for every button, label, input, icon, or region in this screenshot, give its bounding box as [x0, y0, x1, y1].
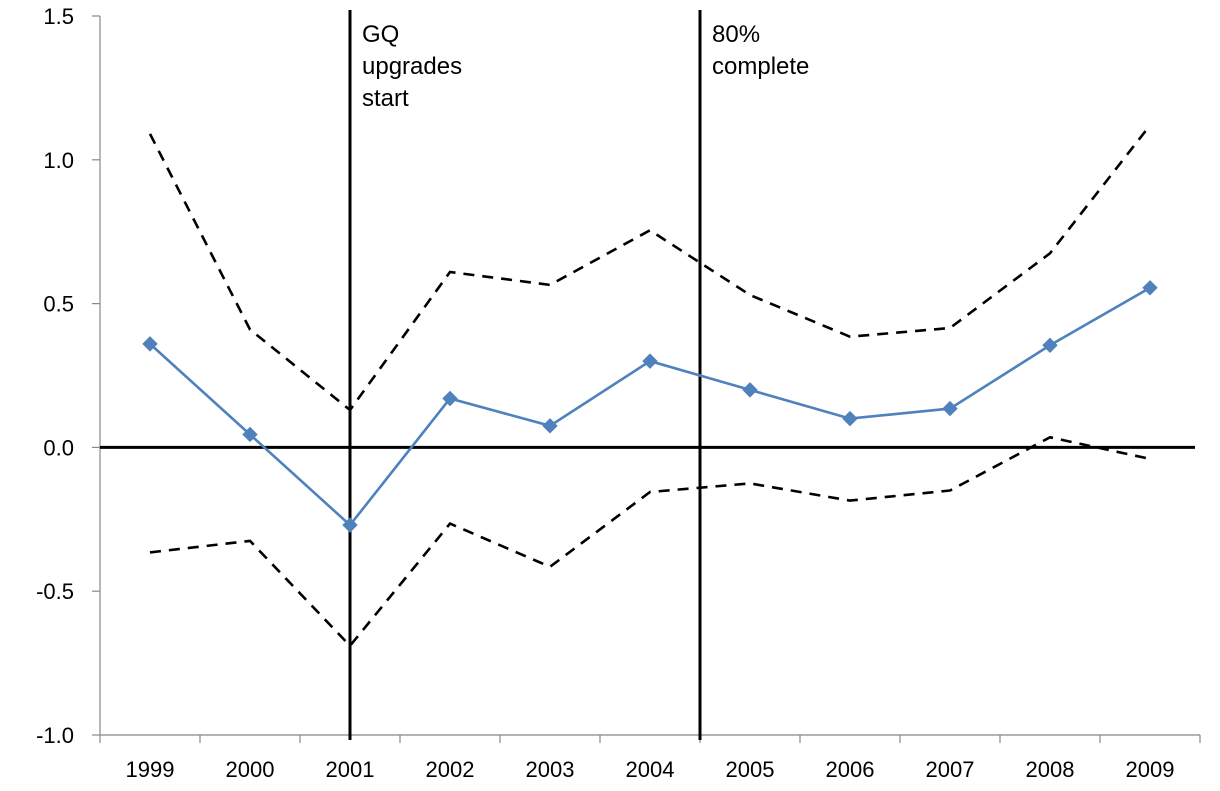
series-line-estimate [149, 286, 1151, 527]
data-point-marker [542, 418, 558, 434]
y-tick-label: -1.0 [36, 723, 74, 748]
data-point-marker [242, 426, 258, 443]
series-line-upper-bound [148, 124, 1152, 412]
data-point-marker [842, 410, 858, 427]
series-line-lower-bound [149, 435, 1151, 648]
x-tick-label: 2003 [526, 757, 575, 782]
data-point-marker [1042, 337, 1058, 354]
tick-labels: -1.0 -0.5 0.0 0.5 1.0 1.5 1999 2000 2001 2002 2003… [36, 4, 1174, 782]
x-tick-label: 2001 [326, 757, 375, 782]
x-tick-label: 2006 [826, 757, 875, 782]
series-layer [142, 124, 1158, 648]
x-tick-label: 2000 [226, 757, 275, 782]
data-point-marker [442, 390, 458, 407]
reference-line-label: start [362, 85, 409, 112]
x-tick-label: 2002 [426, 757, 475, 782]
data-point-marker [642, 353, 658, 369]
reference-line-label: upgrades [362, 53, 462, 80]
x-tick-label: 1999 [126, 757, 175, 782]
x-tick-label: 2008 [1026, 757, 1075, 782]
data-point-marker [342, 517, 358, 533]
x-tick-label: 2009 [1126, 757, 1175, 782]
data-point-marker [1142, 280, 1158, 296]
reference-line-label: complete [712, 53, 809, 80]
y-tick-label: 1.0 [43, 148, 74, 173]
reference-line-label: GQ [362, 21, 399, 48]
data-point-marker [942, 400, 958, 417]
reference-lines [348, 10, 702, 740]
x-tick-label: 2004 [626, 757, 675, 782]
y-tick-label: 0.0 [43, 435, 74, 460]
data-point-marker [142, 336, 158, 352]
data-point-marker [742, 382, 758, 398]
y-tick-label: -0.5 [36, 579, 74, 604]
y-tick-label: 1.5 [43, 4, 74, 29]
y-tick-label: 0.5 [43, 292, 74, 317]
axes [92, 15, 1201, 743]
x-tick-label: 2007 [926, 757, 975, 782]
reference-line-label: 80% [712, 21, 760, 48]
x-tick-label: 2005 [726, 757, 775, 782]
